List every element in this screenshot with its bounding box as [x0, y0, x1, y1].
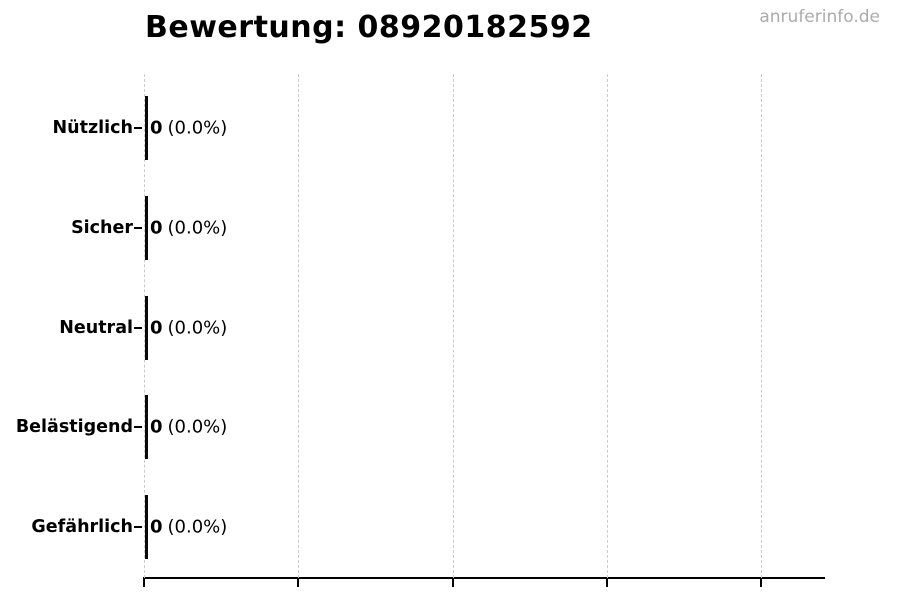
y-axis-tick — [134, 227, 142, 229]
zero-width-bar — [145, 495, 148, 559]
vertical-gridline — [761, 74, 762, 578]
y-axis-tick — [134, 426, 142, 428]
y-axis-tick — [134, 127, 142, 129]
value-annotation: 0 (0.0%) — [150, 517, 227, 538]
value-count: 0 — [150, 317, 163, 339]
value-count: 0 — [150, 416, 163, 438]
value-annotation: 0 (0.0%) — [150, 318, 227, 339]
x-axis-tick — [606, 579, 608, 587]
zero-width-bar — [145, 96, 148, 160]
category-label: Belästigend — [15, 417, 133, 437]
vertical-gridline — [298, 74, 299, 578]
category-label: Neutral — [59, 318, 133, 338]
plot-area: Nützlich 0 (0.0%) Sicher 0 (0.0%) Neutral 0 (0.0… — [16, 74, 825, 587]
vertical-gridline — [144, 74, 145, 578]
value-annotation: 0 (0.0%) — [150, 417, 227, 438]
x-axis-tick — [760, 579, 762, 587]
x-axis-tick — [143, 579, 145, 587]
value-percent: (0.0%) — [167, 317, 228, 339]
category-label: Nützlich — [52, 118, 134, 138]
category-label: Gefährlich — [31, 517, 133, 537]
zero-width-bar — [145, 196, 148, 260]
y-axis-tick — [134, 327, 142, 329]
zero-width-bar — [145, 395, 148, 459]
value-count: 0 — [150, 516, 163, 538]
value-annotation: 0 (0.0%) — [150, 118, 227, 139]
value-percent: (0.0%) — [167, 217, 228, 239]
value-percent: (0.0%) — [167, 117, 228, 139]
vertical-gridline — [453, 74, 454, 578]
value-count: 0 — [150, 217, 163, 239]
x-axis-line — [143, 577, 825, 579]
chart-title: Bewertung: 08920182592 — [145, 10, 593, 45]
zero-width-bar — [145, 296, 148, 360]
x-axis-tick — [452, 579, 454, 587]
y-axis-tick — [134, 526, 142, 528]
vertical-gridline — [607, 74, 608, 578]
value-annotation: 0 (0.0%) — [150, 218, 227, 239]
watermark: anruferinfo.de — [759, 7, 880, 27]
value-percent: (0.0%) — [167, 516, 228, 538]
x-axis-tick — [297, 579, 299, 587]
category-label: Sicher — [71, 218, 133, 238]
value-count: 0 — [150, 117, 163, 139]
value-percent: (0.0%) — [167, 416, 228, 438]
